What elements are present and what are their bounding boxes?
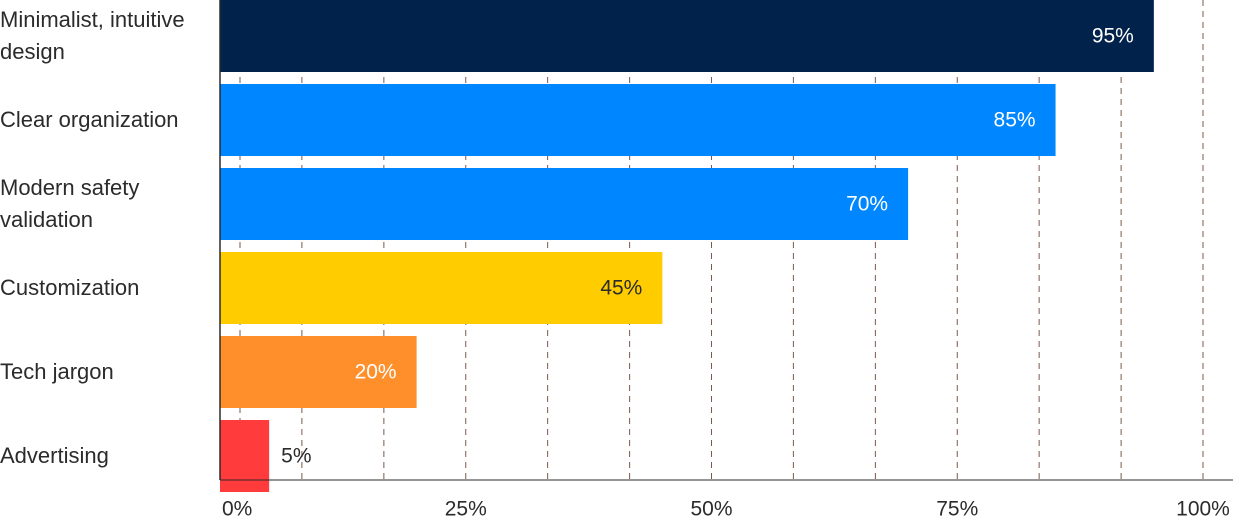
category-label: Minimalist, intuitive design — [0, 7, 185, 64]
x-tick-label: 50% — [690, 498, 732, 521]
bar — [220, 168, 909, 240]
value-label: 20% — [355, 361, 397, 384]
value-label: 45% — [600, 277, 642, 300]
category-label: Tech jargon — [0, 359, 114, 384]
x-tick-label: 100% — [1176, 498, 1230, 521]
x-tick-label: 0% — [222, 498, 252, 521]
value-label: 95% — [1092, 25, 1134, 48]
x-tick-label: 75% — [936, 498, 978, 521]
category-label: Advertising — [0, 443, 109, 468]
bar — [220, 336, 417, 408]
bar — [220, 0, 1154, 72]
x-tick-label: 25% — [445, 498, 487, 521]
category-label: Modern safety validation — [0, 175, 140, 232]
bar — [220, 252, 663, 324]
bar — [220, 420, 270, 492]
value-label: 70% — [846, 193, 888, 216]
category-label: Clear organization — [0, 107, 179, 132]
value-label: 5% — [281, 445, 311, 468]
category-label: Customization — [0, 275, 140, 300]
bar — [220, 84, 1056, 156]
value-label: 85% — [994, 109, 1036, 132]
